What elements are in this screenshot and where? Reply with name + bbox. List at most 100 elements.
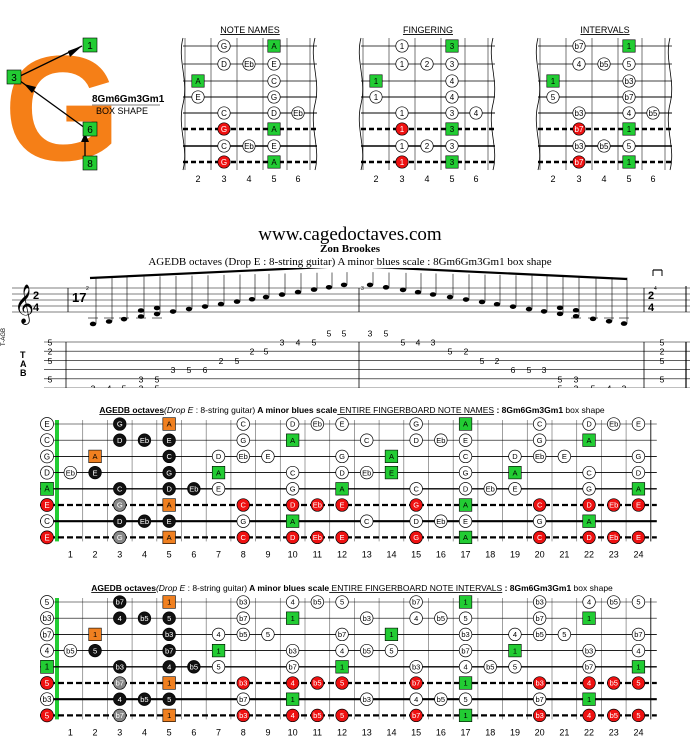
note-circle <box>420 57 434 71</box>
note-circle <box>187 482 201 496</box>
note-label: 5 <box>636 679 640 688</box>
note-circle <box>395 57 409 71</box>
title-part: A minor blues scale <box>247 583 329 593</box>
diagram-fret-number: 5 <box>626 174 631 184</box>
note-label: 1 <box>400 109 405 118</box>
note-circle <box>286 482 300 496</box>
note-head <box>414 289 422 295</box>
note-circle <box>113 595 127 609</box>
tab-number: 4 <box>107 384 112 389</box>
tab-number: 2 <box>219 356 224 366</box>
note-label: A <box>587 517 592 526</box>
note-label: 1 <box>587 695 591 704</box>
note-circle <box>458 514 473 528</box>
note-label: b7 <box>412 679 420 688</box>
note-circle <box>458 627 473 642</box>
diagram-fret-number: 6 <box>295 174 300 184</box>
note-circle <box>162 643 176 658</box>
note-circle <box>40 643 54 658</box>
note-label: 5 <box>627 60 632 69</box>
note-label: 5 <box>636 711 640 720</box>
note-label: Eb <box>486 485 495 494</box>
note-circle <box>434 514 448 528</box>
note-square <box>508 465 522 480</box>
note-circle <box>162 660 176 674</box>
note-label: E <box>636 533 641 542</box>
note-circle <box>267 139 281 153</box>
fret-number: 21 <box>559 727 569 737</box>
note-circle <box>162 627 176 642</box>
note-circle <box>409 611 423 625</box>
fret-number: 2 <box>93 727 98 737</box>
note-label: b3 <box>43 695 52 704</box>
note-head <box>556 305 564 311</box>
note-circle <box>236 595 250 609</box>
note-square <box>458 530 473 544</box>
title-part: : 8-string guitar) <box>185 583 247 593</box>
note-label: 4 <box>414 695 418 704</box>
note-circle <box>236 498 250 512</box>
diagram-fret-number: 2 <box>373 174 378 184</box>
note-label: 3 <box>450 142 455 151</box>
note-circle <box>631 676 646 690</box>
note-circle <box>40 627 54 642</box>
time-sig-top: 2 <box>33 290 39 302</box>
note-circle <box>88 465 102 480</box>
note-circle <box>445 74 459 88</box>
site-url: www.cagedoctaves.com <box>258 224 442 245</box>
note-label: D <box>216 452 222 461</box>
note-label: b5 <box>140 614 148 623</box>
note-label: 4 <box>627 109 632 118</box>
note-label: D <box>586 533 592 542</box>
title-part: : 8-string guitar) <box>193 405 255 415</box>
note-label: 1 <box>291 614 295 623</box>
note-circle <box>533 498 547 512</box>
neck-edge-right <box>667 37 673 171</box>
note-label: 3 <box>450 125 455 134</box>
note-head <box>248 296 256 302</box>
note-label: 3 <box>450 109 455 118</box>
note-label: D <box>512 452 518 461</box>
fret-number: 17 <box>461 727 471 737</box>
fret-number: 4 <box>142 549 147 559</box>
note-square <box>445 39 459 53</box>
tab-number: 3 <box>542 365 547 375</box>
tab-number: 3 <box>431 338 436 348</box>
note-label: b7 <box>338 630 346 639</box>
note-label: 5 <box>216 663 220 672</box>
fret-number: 7 <box>216 727 221 737</box>
note-circle <box>360 692 374 706</box>
note-circle <box>533 417 547 431</box>
fret-number: 10 <box>288 549 298 559</box>
note-label: A <box>290 436 295 445</box>
tab-number: 5 <box>527 365 532 375</box>
note-label: C <box>537 501 543 510</box>
logo-marker-6: 6 <box>82 121 98 137</box>
note-label: Eb <box>609 420 618 429</box>
note-label: E <box>167 517 172 526</box>
note-label: 5 <box>562 630 566 639</box>
note-label: C <box>463 452 469 461</box>
title-part: AGEDB octaves <box>91 583 156 593</box>
fret-number: 9 <box>265 549 270 559</box>
note-label: b7 <box>575 42 584 51</box>
diagram-fret-number: 3 <box>576 174 581 184</box>
note-square <box>88 627 102 641</box>
note-circle <box>63 643 77 658</box>
note-head <box>105 319 113 324</box>
note-label: b5 <box>600 60 609 69</box>
note-circle <box>409 417 423 431</box>
logo-marker-1: 1 <box>82 37 98 53</box>
note-circle <box>113 708 127 723</box>
note-circle <box>409 595 423 609</box>
note-circle <box>40 708 54 723</box>
note-square <box>162 595 176 609</box>
fret-number: 12 <box>337 549 347 559</box>
note-label: Eb <box>293 109 303 118</box>
diagram-title: NOTE NAMES <box>220 25 280 35</box>
note-label: D <box>636 468 642 477</box>
note-circle <box>162 433 176 447</box>
note-circle <box>236 433 250 447</box>
note-circle <box>533 692 547 706</box>
note-circle <box>113 498 127 512</box>
